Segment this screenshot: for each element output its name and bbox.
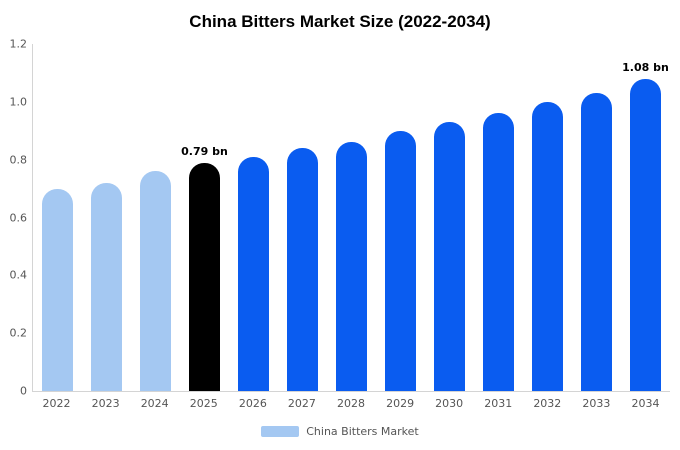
x-tick-label-2027: 2027 xyxy=(287,397,316,410)
legend-swatch xyxy=(261,426,300,437)
x-tick-label-2031: 2031 xyxy=(484,397,513,410)
y-tick-label: 0.8 xyxy=(9,153,28,167)
bar-slot-2022 xyxy=(33,44,82,391)
bar-2023 xyxy=(91,182,122,391)
bar-slot-2024 xyxy=(131,44,180,391)
bar-slot-2033 xyxy=(572,44,621,391)
y-tick-label: 0 xyxy=(20,384,27,398)
x-tick-label-2034: 2034 xyxy=(631,397,660,410)
bar-2026 xyxy=(238,156,269,391)
x-axis-labels: 2022 2023 2024 2025 2026 2027 2028 2029 2030 2031… xyxy=(32,397,670,410)
bar-slot-2028 xyxy=(327,44,376,391)
bar-value-label-2034: 1.08 bn xyxy=(622,60,669,74)
x-tick-label-2032: 2032 xyxy=(533,397,562,410)
x-tick-label-2022: 2022 xyxy=(42,397,71,410)
bar-2030 xyxy=(434,122,465,391)
legend-label: China Bitters Market xyxy=(306,425,419,438)
y-tick-label: 0.4 xyxy=(9,268,28,282)
bar-slot-2032 xyxy=(523,44,572,391)
x-tick-label-2024: 2024 xyxy=(140,397,169,410)
x-tick-label-2029: 2029 xyxy=(386,397,415,410)
bar-2022 xyxy=(42,188,73,391)
bar-2029 xyxy=(385,130,416,391)
y-tick-label: 0.2 xyxy=(9,326,28,340)
bar-2025 xyxy=(189,162,220,391)
y-tick-label: 1.2 xyxy=(9,37,28,51)
bar-value-label-2025: 0.79 bn xyxy=(181,144,228,158)
x-tick-label-2025: 2025 xyxy=(189,397,218,410)
bar-slot-2031 xyxy=(474,44,523,391)
bar-2034 xyxy=(630,78,661,391)
bar-2027 xyxy=(287,148,318,391)
x-tick-label-2033: 2033 xyxy=(582,397,611,410)
x-tick-label-2030: 2030 xyxy=(435,397,464,410)
x-tick-label-2028: 2028 xyxy=(337,397,365,410)
bar-2024 xyxy=(140,171,171,391)
bar-slot-2027 xyxy=(278,44,327,391)
bar-2033 xyxy=(581,93,612,391)
bar-2028 xyxy=(336,142,367,391)
bars-container: 0.79 bn 1.08 bn xyxy=(33,44,670,391)
bar-2032 xyxy=(532,101,563,391)
bar-slot-2026 xyxy=(229,44,278,391)
plot-area: 0.79 bn 1.08 bn 0 0.2 0.4 0.6 0.8 1.0 1.2 xyxy=(10,38,670,398)
legend: China Bitters Market xyxy=(0,425,680,438)
x-tick-label-2026: 2026 xyxy=(238,397,267,410)
x-tick-label-2023: 2023 xyxy=(91,397,120,410)
bar-slot-2023 xyxy=(82,44,131,391)
chart-title: China Bitters Market Size (2022-2034) xyxy=(189,12,491,31)
bar-slot-2029 xyxy=(376,44,425,391)
y-tick-label: 0.6 xyxy=(9,211,28,224)
bar-slot-2025: 0.79 bn xyxy=(180,44,229,391)
bar-2031 xyxy=(483,113,514,391)
bar-slot-2034: 1.08 bn xyxy=(621,44,670,391)
y-tick-label: 1.0 xyxy=(9,95,28,109)
bar-slot-2030 xyxy=(425,44,474,391)
